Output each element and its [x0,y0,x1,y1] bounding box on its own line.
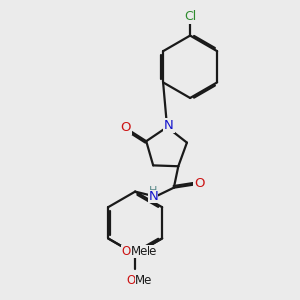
Text: N: N [164,119,173,132]
Text: Me: Me [140,245,157,258]
Text: O: O [130,245,140,258]
Text: O: O [126,274,135,287]
Text: Me: Me [131,245,148,258]
Text: Cl: Cl [184,10,196,23]
Text: O: O [194,177,205,190]
Text: Me: Me [135,274,152,287]
Text: O: O [120,121,131,134]
Text: O: O [122,245,131,258]
Text: N: N [148,190,158,203]
Text: H: H [149,186,158,196]
